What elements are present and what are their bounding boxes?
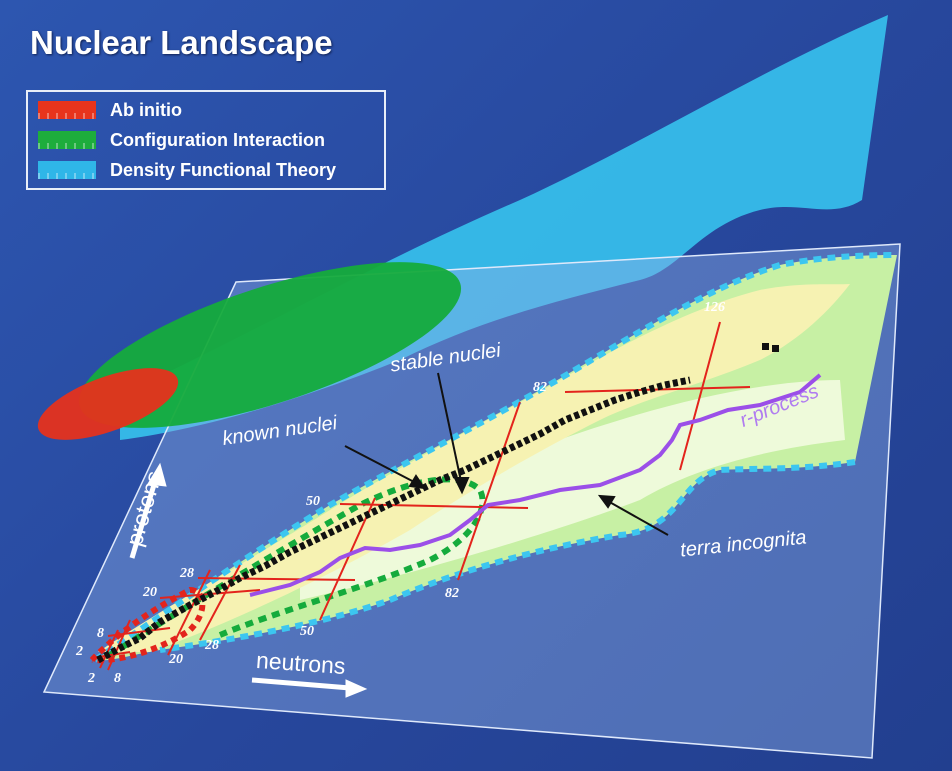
proton-magic-line-8 <box>107 627 171 637</box>
stable-nuclei-arrowhead <box>453 477 470 495</box>
proton-magic-line-82 <box>564 386 751 393</box>
legend-item-density-functional-theory: Density Functional Theory <box>38 158 336 182</box>
neutron-magic-line-20 <box>167 569 211 656</box>
neutron-magic-20: 20 <box>169 652 183 667</box>
stable-nuclei-outlier <box>772 345 779 352</box>
legend-item-configuration-interaction: Configuration Interaction <box>38 128 325 152</box>
neutron-magic-line-28 <box>199 564 241 641</box>
terra-incognita-arrowhead <box>597 494 616 509</box>
r-process-path <box>249 373 822 597</box>
drip-line-neutron <box>159 459 856 653</box>
proton-magic-8: 8 <box>97 626 104 641</box>
proton-magic-50: 50 <box>306 494 320 509</box>
stable-nuclei-outlier <box>762 343 769 350</box>
legend-label: Density Functional Theory <box>110 159 337 180</box>
legend-item-ab-initio: Ab initio <box>38 98 182 122</box>
legend: Ab initio Configuration Interaction Dens… <box>26 90 386 190</box>
neutron-magic-126: 126 <box>704 300 725 315</box>
neutron-magic-28: 28 <box>205 638 219 653</box>
annotation-arrows <box>344 372 669 536</box>
proton-magic-28: 28 <box>180 566 194 581</box>
configuration-interaction-swatch <box>38 131 96 149</box>
protons-axis-arrowhead <box>147 462 167 487</box>
known-nuclei-arrow <box>344 445 419 485</box>
known-nuclei-region <box>98 284 850 652</box>
page-title: Nuclear Landscape <box>30 24 333 61</box>
stable-nuclei-arrow <box>437 372 463 487</box>
protons-axis-arrow <box>129 477 159 559</box>
legend-label: Ab initio <box>110 99 182 120</box>
neutron-magic-line-50 <box>319 497 376 621</box>
axis-arrows <box>129 462 368 698</box>
neutrons-axis-arrowhead <box>345 679 368 698</box>
neutron-magic-8: 8 <box>114 671 121 686</box>
ab-initio-swatch <box>38 101 96 119</box>
proton-magic-2: 2 <box>76 644 83 659</box>
neutron-magic-2: 2 <box>88 671 95 686</box>
known-nuclei-arrowhead <box>408 474 427 490</box>
legend-label: Configuration Interaction <box>110 129 325 150</box>
stable-nuclei <box>96 376 691 664</box>
neutron-magic-line-2 <box>99 629 119 669</box>
ab-initio-region <box>37 368 179 440</box>
drip-line <box>93 252 898 663</box>
neutron-magic-line-126 <box>679 321 721 471</box>
neutrons-axis-arrow <box>251 677 351 691</box>
neutron-magic-82: 82 <box>445 586 459 601</box>
density-functional-theory-swatch <box>38 161 96 179</box>
ci-boundary <box>108 476 486 658</box>
proton-magic-82: 82 <box>533 380 547 395</box>
terra-incognita-arrow <box>605 499 669 536</box>
proton-magic-line-28 <box>197 577 356 581</box>
proton-magic-20: 20 <box>143 585 157 600</box>
neutron-magic-line-82 <box>457 401 521 581</box>
magic-number-lines <box>91 321 751 671</box>
neutron-magic-50: 50 <box>300 624 314 639</box>
